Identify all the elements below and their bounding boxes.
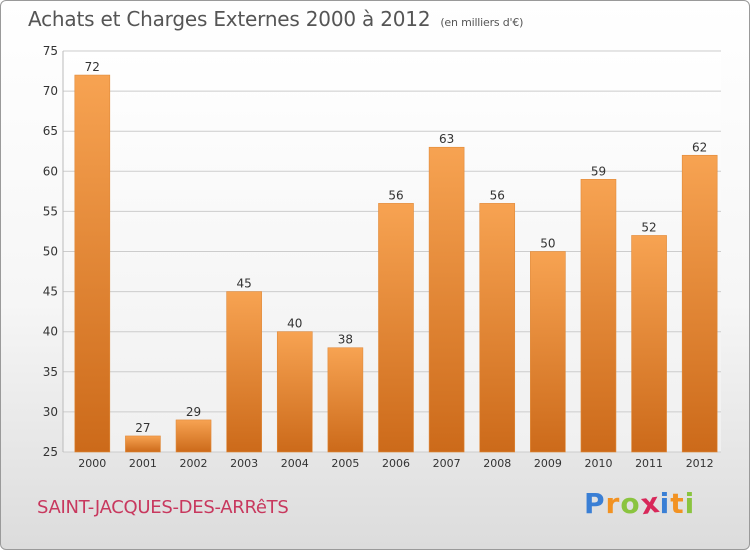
bar-2002 bbox=[175, 419, 212, 453]
y-tick-label: 75 bbox=[43, 44, 58, 58]
x-axis-ticks: 2000 2001 2002 2003 2004 2005 2006 2007 2008 2009… bbox=[78, 457, 713, 470]
y-tick-label: 40 bbox=[43, 325, 58, 339]
data-labels: 72 27 29 45 40 38 56 63 56 50 59 52 62 bbox=[85, 60, 708, 435]
x-tick-label: 2006 bbox=[382, 457, 410, 470]
bar-2007 bbox=[428, 146, 465, 453]
bar-2000 bbox=[74, 74, 111, 453]
proxiti-logo: Proxiti bbox=[584, 485, 696, 522]
data-label: 29 bbox=[186, 405, 201, 419]
x-tick-label: 2001 bbox=[129, 457, 157, 470]
bars bbox=[74, 74, 718, 453]
x-tick-label: 2012 bbox=[686, 457, 714, 470]
bar-2001 bbox=[125, 435, 161, 453]
data-label: 56 bbox=[490, 188, 505, 202]
y-tick-label: 70 bbox=[43, 84, 58, 98]
x-tick-label: 2010 bbox=[584, 457, 612, 470]
commune-name: SAINT-JACQUES-DES-ARRêTS bbox=[37, 497, 289, 518]
chart-title: Achats et Charges Externes 2000 à 2012 (e… bbox=[28, 7, 523, 31]
logo-letter: o bbox=[620, 487, 641, 520]
x-tick-label: 2004 bbox=[281, 457, 309, 470]
logo-letter: P bbox=[584, 487, 606, 520]
data-label: 63 bbox=[439, 132, 454, 146]
data-label: 72 bbox=[85, 60, 100, 74]
data-label: 27 bbox=[135, 421, 150, 435]
bar-2010 bbox=[580, 179, 617, 453]
logo-letter: x bbox=[638, 485, 662, 522]
bar-2012 bbox=[681, 154, 718, 453]
chart-title-text: Achats et Charges Externes 2000 à 2012 bbox=[28, 7, 431, 31]
y-tick-label: 35 bbox=[43, 365, 58, 379]
bar-2008 bbox=[479, 203, 516, 453]
y-tick-label: 25 bbox=[43, 445, 58, 459]
y-tick-label: 45 bbox=[43, 285, 58, 299]
bar-2011 bbox=[631, 235, 667, 453]
data-label: 59 bbox=[591, 164, 606, 178]
data-label: 45 bbox=[237, 277, 252, 291]
bar-2004 bbox=[276, 331, 313, 453]
y-axis-ticks: 25 30 35 40 45 50 55 60 65 70 75 bbox=[43, 44, 58, 459]
x-tick-label: 2005 bbox=[331, 457, 359, 470]
logo-letter: i bbox=[659, 487, 671, 520]
x-tick-label: 2003 bbox=[230, 457, 258, 470]
bar-2009 bbox=[530, 251, 566, 453]
data-label: 52 bbox=[641, 220, 656, 234]
logo-letter: r bbox=[605, 487, 621, 520]
data-label: 56 bbox=[388, 188, 403, 202]
y-tick-label: 60 bbox=[43, 164, 58, 178]
x-tick-label: 2000 bbox=[78, 457, 106, 470]
y-tick-label: 65 bbox=[43, 124, 58, 138]
x-tick-label: 2011 bbox=[635, 457, 663, 470]
x-tick-label: 2009 bbox=[534, 457, 562, 470]
y-tick-label: 50 bbox=[43, 245, 58, 259]
x-tick-label: 2007 bbox=[433, 457, 461, 470]
data-label: 62 bbox=[692, 140, 707, 154]
logo-letter: i bbox=[684, 487, 696, 520]
chart-unit: (en milliers d'€) bbox=[440, 16, 524, 29]
bar-2006 bbox=[378, 203, 414, 453]
bar-2005 bbox=[327, 347, 364, 453]
data-label: 50 bbox=[540, 237, 555, 251]
data-label: 38 bbox=[338, 333, 353, 347]
data-label: 40 bbox=[287, 317, 302, 331]
x-tick-label: 2002 bbox=[180, 457, 208, 470]
y-tick-label: 30 bbox=[43, 405, 58, 419]
x-tick-label: 2008 bbox=[483, 457, 511, 470]
bar-2003 bbox=[226, 291, 262, 453]
logo-letter: t bbox=[670, 487, 685, 520]
y-tick-label: 55 bbox=[43, 204, 58, 218]
